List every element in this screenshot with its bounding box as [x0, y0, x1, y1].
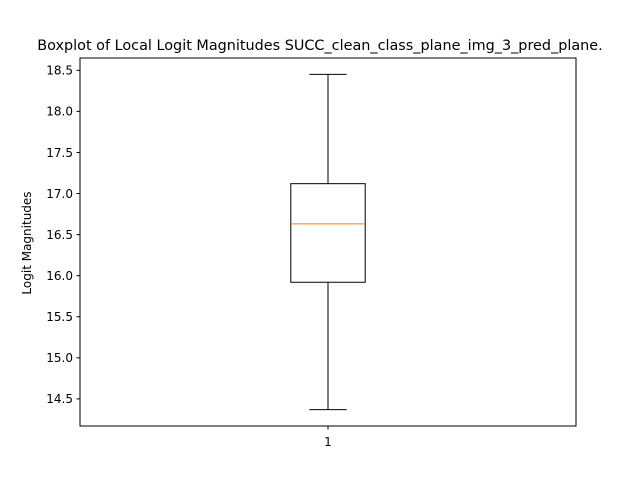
y-tick-label: 16.0 — [46, 269, 73, 283]
y-tick-label: 16.5 — [46, 228, 73, 242]
y-tick-label: 18.5 — [46, 64, 73, 78]
y-axis-ticks: 14.5 15.0 15.5 16.0 16.5 17.0 17.5 18.0 18.5 — [46, 64, 80, 406]
y-tick-label: 15.5 — [46, 310, 73, 324]
y-axis-label: Logit Magnitudes — [20, 191, 34, 294]
box-group — [290, 73, 366, 411]
box-iqr — [290, 183, 366, 283]
y-tick-label: 15.0 — [46, 351, 73, 365]
x-axis-ticks: 1 — [324, 426, 332, 449]
y-tick-label: 17.0 — [46, 187, 73, 201]
y-tick-label: 18.0 — [46, 105, 73, 119]
y-tick-label: 14.5 — [46, 392, 73, 406]
x-tick-label: 1 — [324, 435, 332, 449]
chart-title: Boxplot of Local Logit Magnitudes SUCC_c… — [37, 38, 602, 54]
y-tick-label: 17.5 — [46, 146, 73, 160]
